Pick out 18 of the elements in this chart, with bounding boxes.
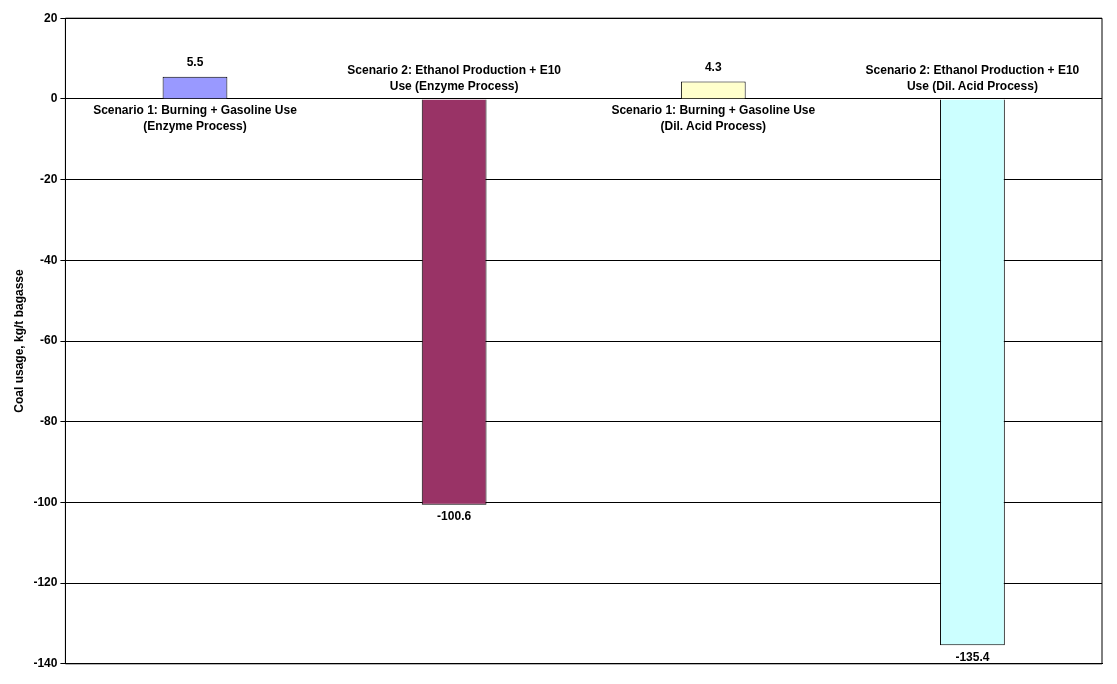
y-tick-label: -20	[40, 171, 58, 186]
y-tick-label: 0	[50, 91, 58, 106]
x-tick-label: Scenario 1: Burning + Gasoline Use (Enzyme Process)	[93, 103, 298, 134]
y-tick-label: -40	[40, 252, 58, 267]
data-label: -100.6	[437, 509, 472, 524]
data-label: 4.3	[704, 59, 722, 74]
y-tick-label: -140	[33, 656, 58, 671]
y-tick-label: 20	[44, 10, 58, 25]
y-tick-label: -60	[40, 333, 58, 348]
y-axis-title: Coal usage, kg/t bagasse	[11, 268, 26, 413]
y-tick-label: -100	[33, 494, 58, 509]
x-tick-label: Scenario 2: Ethanol Production + E10 Use (Dil. Acid Process)	[865, 63, 1080, 94]
data-label: -135.4	[955, 649, 990, 664]
y-tick-label: -120	[33, 575, 58, 590]
y-tick-label: -80	[40, 414, 58, 429]
x-tick-label: Scenario 2: Ethanol Production + E10 Use (Enzyme Process)	[347, 63, 562, 94]
data-label: 5.5	[186, 55, 204, 70]
x-tick-label: Scenario 1: Burning + Gasoline Use (Dil. Acid Process)	[611, 103, 816, 134]
